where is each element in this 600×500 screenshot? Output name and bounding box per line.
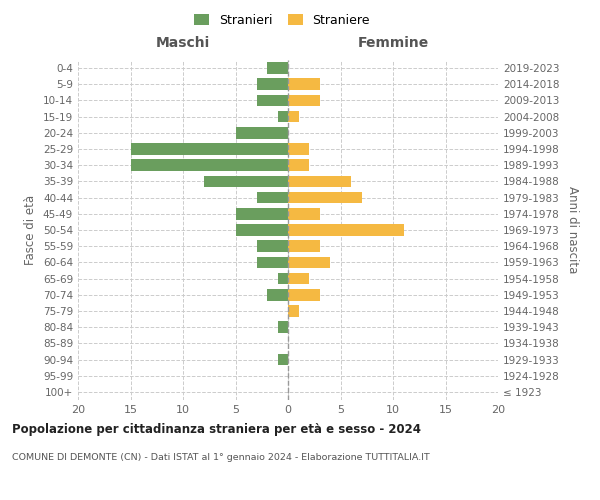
Bar	[288, 78, 320, 90]
Bar	[204, 176, 288, 188]
Bar	[277, 354, 288, 366]
Bar	[277, 111, 288, 122]
Bar	[288, 111, 299, 122]
Bar	[288, 272, 309, 284]
Bar	[288, 289, 320, 300]
Bar	[288, 160, 309, 171]
Bar	[288, 176, 351, 188]
Legend: Stranieri, Straniere: Stranieri, Straniere	[189, 8, 375, 32]
Y-axis label: Fasce di età: Fasce di età	[25, 195, 37, 265]
Y-axis label: Anni di nascita: Anni di nascita	[566, 186, 579, 274]
Bar	[257, 240, 288, 252]
Bar	[257, 256, 288, 268]
Bar	[288, 305, 299, 317]
Text: Maschi: Maschi	[156, 36, 210, 51]
Bar	[267, 62, 288, 74]
Bar	[277, 322, 288, 333]
Text: COMUNE DI DEMONTE (CN) - Dati ISTAT al 1° gennaio 2024 - Elaborazione TUTTITALIA: COMUNE DI DEMONTE (CN) - Dati ISTAT al 1…	[12, 452, 430, 462]
Bar	[288, 143, 309, 155]
Text: Femmine: Femmine	[358, 36, 428, 51]
Bar	[130, 160, 288, 171]
Text: Popolazione per cittadinanza straniera per età e sesso - 2024: Popolazione per cittadinanza straniera p…	[12, 422, 421, 436]
Bar	[235, 208, 288, 220]
Bar	[288, 208, 320, 220]
Bar	[288, 240, 320, 252]
Bar	[130, 143, 288, 155]
Bar	[288, 192, 361, 203]
Bar	[288, 224, 404, 236]
Bar	[235, 127, 288, 138]
Bar	[277, 272, 288, 284]
Bar	[288, 256, 330, 268]
Bar	[235, 224, 288, 236]
Bar	[257, 192, 288, 203]
Bar	[257, 94, 288, 106]
Bar	[257, 78, 288, 90]
Bar	[288, 94, 320, 106]
Bar	[267, 289, 288, 300]
